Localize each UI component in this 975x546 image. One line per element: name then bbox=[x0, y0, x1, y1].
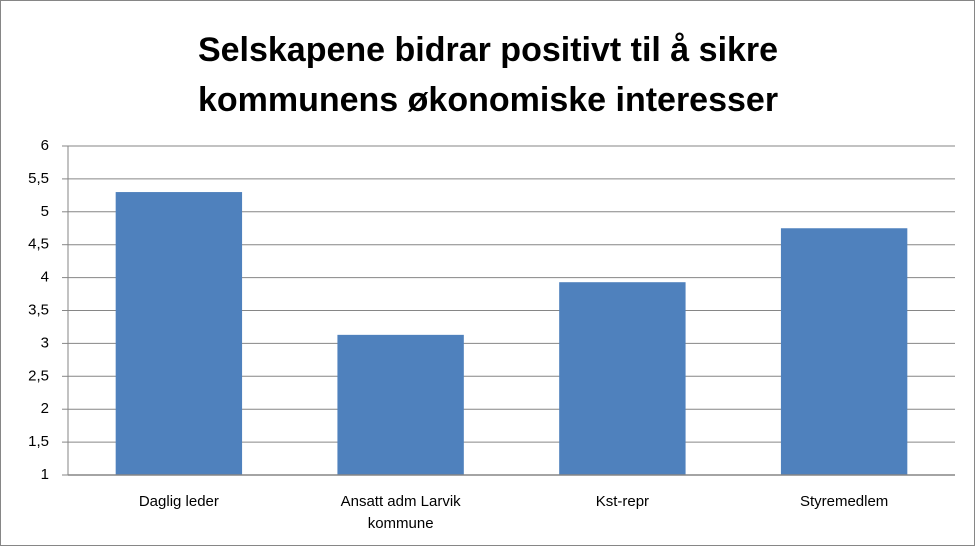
y-tick-label: 3 bbox=[41, 334, 49, 351]
y-tick-label: 5,5 bbox=[28, 170, 49, 187]
bar bbox=[115, 192, 243, 475]
bar bbox=[559, 282, 686, 475]
y-tick-label: 3,5 bbox=[28, 301, 49, 318]
x-tick-label: Kst-repr bbox=[595, 493, 650, 510]
y-tick-label: 5 bbox=[41, 203, 49, 220]
y-tick-label: 4,5 bbox=[28, 236, 49, 253]
x-tick-label: Daglig leder bbox=[138, 493, 219, 510]
x-tick-label: Ansatt adm Larvik kommune bbox=[340, 493, 461, 532]
bar bbox=[337, 334, 464, 475]
y-tick-label: 1,5 bbox=[28, 433, 49, 450]
chart-title: Selskapene bidrar positivt til å sikre k… bbox=[197, 31, 779, 119]
x-tick-label: Styremedlem bbox=[799, 493, 889, 510]
y-tick-label: 1 bbox=[41, 466, 49, 483]
y-tick-label: 2 bbox=[41, 400, 49, 417]
y-tick-label: 2,5 bbox=[28, 367, 49, 384]
y-tick-label: 6 bbox=[41, 137, 49, 154]
bar bbox=[780, 228, 908, 475]
y-tick-label: 4 bbox=[41, 269, 49, 286]
